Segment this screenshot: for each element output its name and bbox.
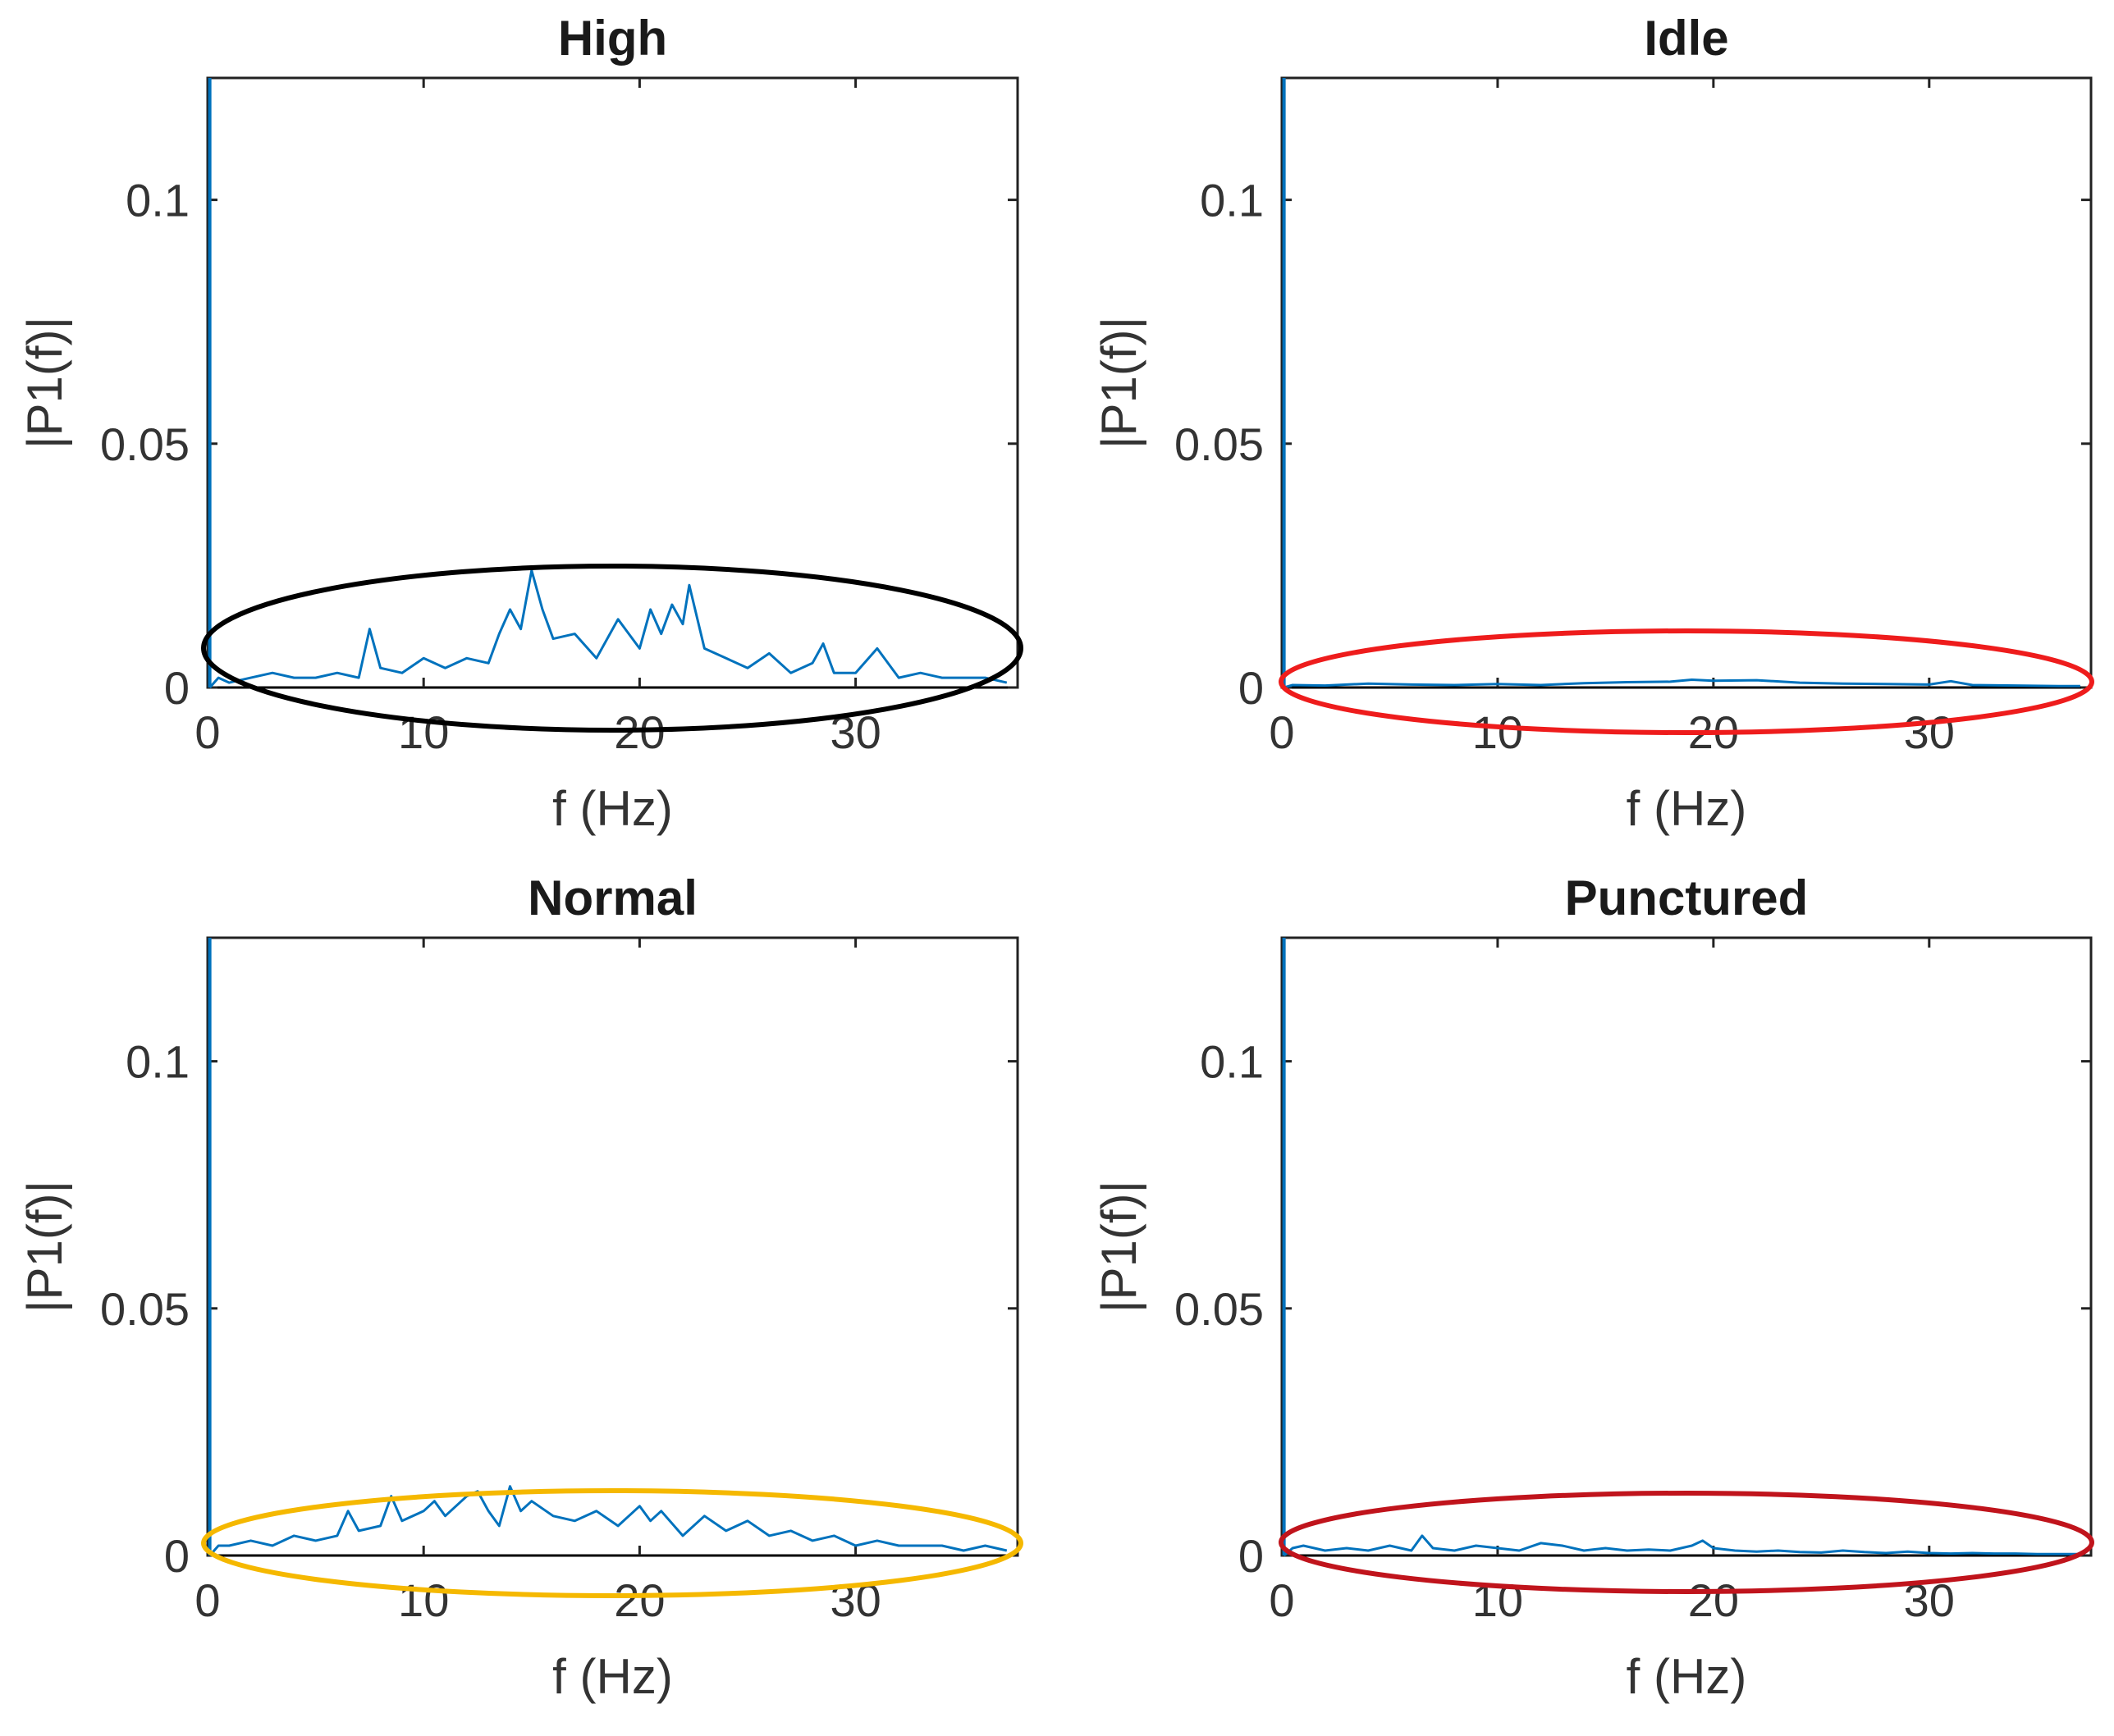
high-spectrum-line <box>208 569 1008 688</box>
punctured-ytick-label: 0.1 <box>1200 1036 1264 1088</box>
idle-xtick-label: 10 <box>1472 706 1523 758</box>
punctured-ytick-label: 0.05 <box>1174 1283 1264 1335</box>
punctured-xtick-label: 0 <box>1269 1574 1294 1626</box>
idle-ytick-label: 0 <box>1238 662 1264 714</box>
idle-ytick-label: 0.05 <box>1174 418 1264 470</box>
high-xtick-label: 0 <box>194 706 220 758</box>
normal-highlight-ellipse <box>201 1488 1023 1598</box>
punctured-ytick-label: 0 <box>1238 1530 1264 1582</box>
idle-highlight-ellipse <box>1279 628 2094 735</box>
normal-xlabel: f (Hz) <box>552 1649 673 1704</box>
punctured-xlabel: f (Hz) <box>1627 1649 1747 1704</box>
normal-spectrum-line <box>208 1485 1008 1556</box>
idle-xtick-label: 30 <box>1904 706 1955 758</box>
high-ylabel: |P1(f)| <box>17 317 72 449</box>
normal-ytick-label: 0 <box>164 1530 190 1582</box>
high-axes-box <box>206 76 1019 689</box>
high-xtick-label: 10 <box>398 706 449 758</box>
punctured-highlight-ellipse <box>1279 1491 2094 1594</box>
punctured-spectrum-line <box>1283 1534 2080 1557</box>
punctured-xtick-label: 10 <box>1472 1574 1523 1626</box>
punctured-title: Punctured <box>1565 870 1809 925</box>
normal-ytick-label: 0.05 <box>100 1283 190 1335</box>
normal-ytick-label: 0.1 <box>126 1036 190 1088</box>
high-ytick-label: 0 <box>164 662 190 714</box>
high-xlabel: f (Hz) <box>552 781 673 836</box>
punctured-axes-box <box>1280 936 2093 1557</box>
normal-axes-box <box>206 936 1019 1557</box>
normal-xtick-label: 10 <box>398 1574 449 1626</box>
high-ytick-label: 0.1 <box>126 175 190 226</box>
high-highlight-ellipse <box>201 564 1023 733</box>
normal-xtick-label: 0 <box>194 1574 220 1626</box>
punctured-xtick-label: 20 <box>1688 1574 1739 1626</box>
normal-xtick-label: 20 <box>614 1574 665 1626</box>
idle-ylabel: |P1(f)| <box>1091 317 1146 449</box>
idle-ytick-label: 0.1 <box>1200 175 1264 226</box>
high-ytick-label: 0.05 <box>100 418 190 470</box>
idle-xtick-label: 0 <box>1269 706 1294 758</box>
high-title: High <box>558 11 667 66</box>
idle-spectrum-line <box>1284 678 2080 689</box>
idle-title: Idle <box>1644 11 1728 66</box>
normal-title: Normal <box>528 870 698 925</box>
idle-xlabel: f (Hz) <box>1627 781 1747 836</box>
normal-ylabel: |P1(f)| <box>17 1181 72 1313</box>
punctured-ylabel: |P1(f)| <box>1091 1181 1146 1313</box>
idle-axes-box <box>1280 76 2093 689</box>
